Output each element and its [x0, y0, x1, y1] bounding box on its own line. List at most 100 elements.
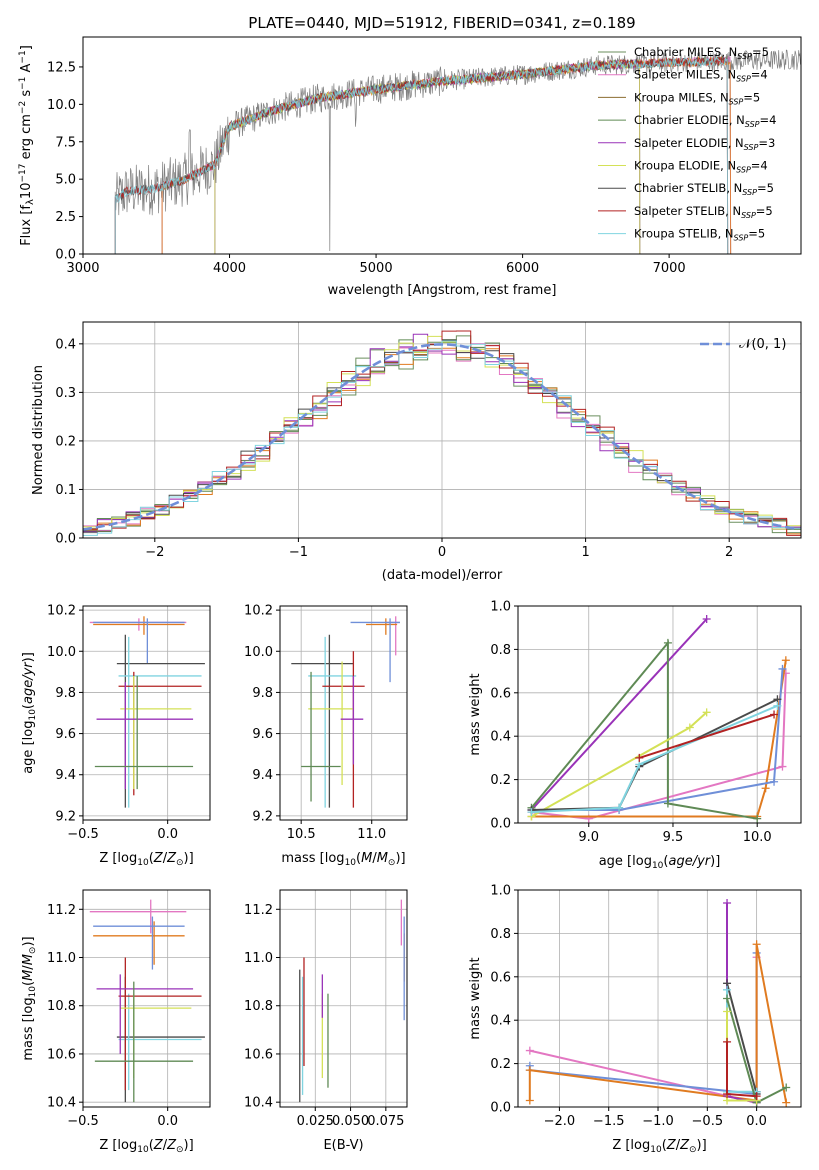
- spectrum-panel: 3000 4000 5000 6000 7000 0.0 2.5 5.0 7.5 10.0 12.5…: [18, 36, 802, 298]
- residuals-xtick-label: 1: [581, 545, 589, 560]
- legend-subscript: SSP: [745, 120, 760, 129]
- spectrum-legend-label: Chabrier MILES, NSSP=5: [634, 45, 769, 61]
- weight-vs-Z-xlabel-part: ⊙: [689, 1145, 697, 1155]
- weight-vs-age-ytick-label: 0.4: [490, 730, 511, 745]
- residuals-xtick-label: −2: [145, 545, 164, 560]
- age-vs-Z-ylabel: age [log10(age/yr)]: [21, 652, 38, 774]
- legend-text: Kroupa STELIB, N: [634, 227, 734, 241]
- age-vs-mass-ytick-label: 9.4: [252, 768, 273, 783]
- weight-vs-age-point-marker: [685, 723, 694, 732]
- mass-vs-ebv-xtick-label: 0.025: [297, 1114, 334, 1129]
- legend-value: =4: [751, 159, 768, 173]
- legend-text: Chabrier ELODIE, N: [634, 113, 745, 127]
- spectrum-ylabel: Flux [fλ10−17 erg cm−2 s−1 A−1]: [18, 45, 36, 246]
- spectrum-legend-label: Salpeter MILES, NSSP=4: [634, 68, 768, 84]
- residuals-ytick-label: 0.1: [55, 483, 76, 498]
- age-vs-Z-ylabel-part: (: [21, 704, 36, 709]
- spectrum-legend-label: Salpeter ELODIE, NSSP=3: [634, 136, 775, 152]
- spectrum-xtick-label: 5000: [360, 261, 393, 276]
- weight-vs-age-point-marker: [761, 784, 770, 793]
- legend-text: Salpeter ELODIE, N: [634, 136, 744, 150]
- legend-value: =3: [758, 136, 775, 150]
- mass-vs-Z-ylabel-part: ⊙: [28, 947, 38, 955]
- weight-vs-age-xtick-label: 10.0: [743, 830, 772, 845]
- weight-vs-Z-frame: [517, 889, 802, 1108]
- weight-vs-Z-point-marker: [525, 1096, 534, 1105]
- residuals-ytick-label: 0.2: [55, 434, 76, 449]
- weight-vs-Z-panel: −2.0 −1.5 −1.0 −0.5 0.0 0.0 0.2 0.4 0.6 0.8 1.0 Z […: [468, 884, 802, 1155]
- age-vs-mass-xlabel-part: M: [377, 851, 388, 866]
- weight-vs-age-point-marker: [778, 664, 787, 673]
- residuals-xtick-label: 2: [725, 545, 733, 560]
- weight-vs-Z-ytick-label: 0.4: [490, 1014, 511, 1029]
- residuals-ytick-label: 0.0: [55, 532, 76, 547]
- age-vs-Z-xlabel-part: ⊙: [176, 858, 184, 868]
- residuals-xtick-label: −1: [289, 545, 308, 560]
- mass-vs-ebv-xtick-label: 0.075: [367, 1114, 404, 1129]
- mass-vs-ebv-ytick-label: 11.2: [244, 903, 273, 918]
- weight-vs-age-point-marker: [781, 656, 790, 665]
- weight-vs-Z-point-marker: [525, 1046, 534, 1055]
- residuals-xlabel: (data-model)/error: [382, 568, 503, 583]
- age-vs-mass-ytick-label: 9.6: [252, 727, 273, 742]
- weight-vs-Z-ytick-label: 0.2: [490, 1057, 511, 1072]
- weight-vs-Z-point-marker: [782, 1098, 791, 1107]
- mass-vs-Z-ylabel-part: )]: [21, 936, 36, 946]
- mass-vs-Z-xlabel-part: )]: [184, 1138, 194, 1153]
- legend-text: Kroupa MILES, N: [634, 90, 729, 104]
- residuals-legend-label: 𝒩(0, 1): [739, 337, 786, 352]
- age-vs-mass-panel: 10.5 11.0 9.2 9.4 9.6 9.8 10.0 10.2 mass [log10(…: [244, 604, 408, 868]
- legend-subscript: SSP: [742, 188, 757, 197]
- legend-subscript: SSP: [741, 211, 756, 220]
- mass-vs-Z-ylabel: mass [log10(M/M⊙)]: [21, 936, 38, 1060]
- weight-vs-Z-xlabel-part: Z: [666, 1138, 677, 1153]
- age-vs-Z-xtick-label: −0.5: [67, 827, 99, 842]
- spectrum-ylabel-part: 10: [19, 183, 34, 200]
- legend-subscript: SSP: [729, 97, 744, 106]
- age-vs-mass-xlabel-part: )]: [395, 851, 405, 866]
- spectrum-ylabel-part: Flux [f: [19, 205, 34, 246]
- mass-vs-Z-xlabel-part: (: [149, 1138, 154, 1153]
- spectrum-ytick-label: 2.5: [55, 210, 76, 225]
- spectrum-ylabel-part: A: [19, 63, 34, 76]
- weight-vs-age-xlabel: age [log10(age/yr)]: [599, 854, 721, 871]
- legend-text: Kroupa ELODIE, N: [634, 159, 736, 173]
- weight-vs-age-point-marker: [702, 615, 711, 624]
- mass-vs-Z-ytick-label: 11.2: [47, 903, 76, 918]
- weight-vs-age-xtick-label: 9.0: [578, 830, 599, 845]
- weight-vs-Z-ytick-label: 1.0: [490, 884, 511, 899]
- spectrum-xtick-label: 4000: [213, 261, 246, 276]
- age-vs-mass-xlabel-part: ⊙: [388, 858, 396, 868]
- age-vs-mass-xlabel-part: mass [log: [281, 851, 344, 866]
- weight-vs-Z-xlabel-part: (: [662, 1138, 667, 1153]
- mass-vs-Z-ylabel-part: M: [21, 954, 36, 965]
- weight-vs-age-xlabel-part: )]: [710, 854, 720, 869]
- spectrum-ylabel-part: ]: [19, 45, 34, 50]
- age-vs-mass-ytick-label: 10.0: [244, 645, 273, 660]
- residuals-xtick-label: 0: [438, 545, 446, 560]
- mass-vs-Z-ytick-label: 10.4: [47, 1096, 76, 1111]
- mass-vs-Z-xtick-label: −0.5: [67, 1114, 99, 1129]
- age-vs-Z-xlabel-part: /: [163, 851, 168, 866]
- mass-vs-Z-xlabel-part: Z: [153, 1138, 164, 1153]
- age-vs-Z-xlabel: Z [log10(Z/Z⊙)]: [99, 851, 193, 868]
- mass-vs-Z-xtick-label: 0.0: [157, 1114, 178, 1129]
- spectrum-ytick-label: 0.0: [55, 248, 76, 263]
- figure-title: PLATE=0440, MJD=51912, FIBERID=0341, z=0…: [248, 14, 635, 32]
- residuals-panel: −2 −1 0 1 2 0.0 0.1 0.2 0.3 0.4 (data-model)/error…: [31, 321, 802, 583]
- spectrum-frame: [82, 36, 802, 255]
- weight-vs-Z-xlabel-part: )]: [697, 1138, 707, 1153]
- legend-value: =5: [743, 90, 760, 104]
- weight-vs-Z-xtick-label: −1.5: [593, 1114, 625, 1129]
- spectrum-ylabel-part: s: [19, 90, 34, 101]
- spectrum-legend-label: Kroupa ELODIE, NSSP=4: [634, 159, 768, 175]
- mass-vs-ebv-xlabel-part: E(B-V): [323, 1138, 363, 1153]
- spectrum-ytick-label: 10.0: [47, 98, 76, 113]
- spectrum-plot-area: [114, 49, 801, 254]
- mass-vs-Z-ylabel-part: M: [21, 970, 36, 981]
- mass-vs-Z-ylabel-part: 10: [28, 986, 38, 998]
- weight-vs-age-ytick-label: 0.2: [490, 773, 511, 788]
